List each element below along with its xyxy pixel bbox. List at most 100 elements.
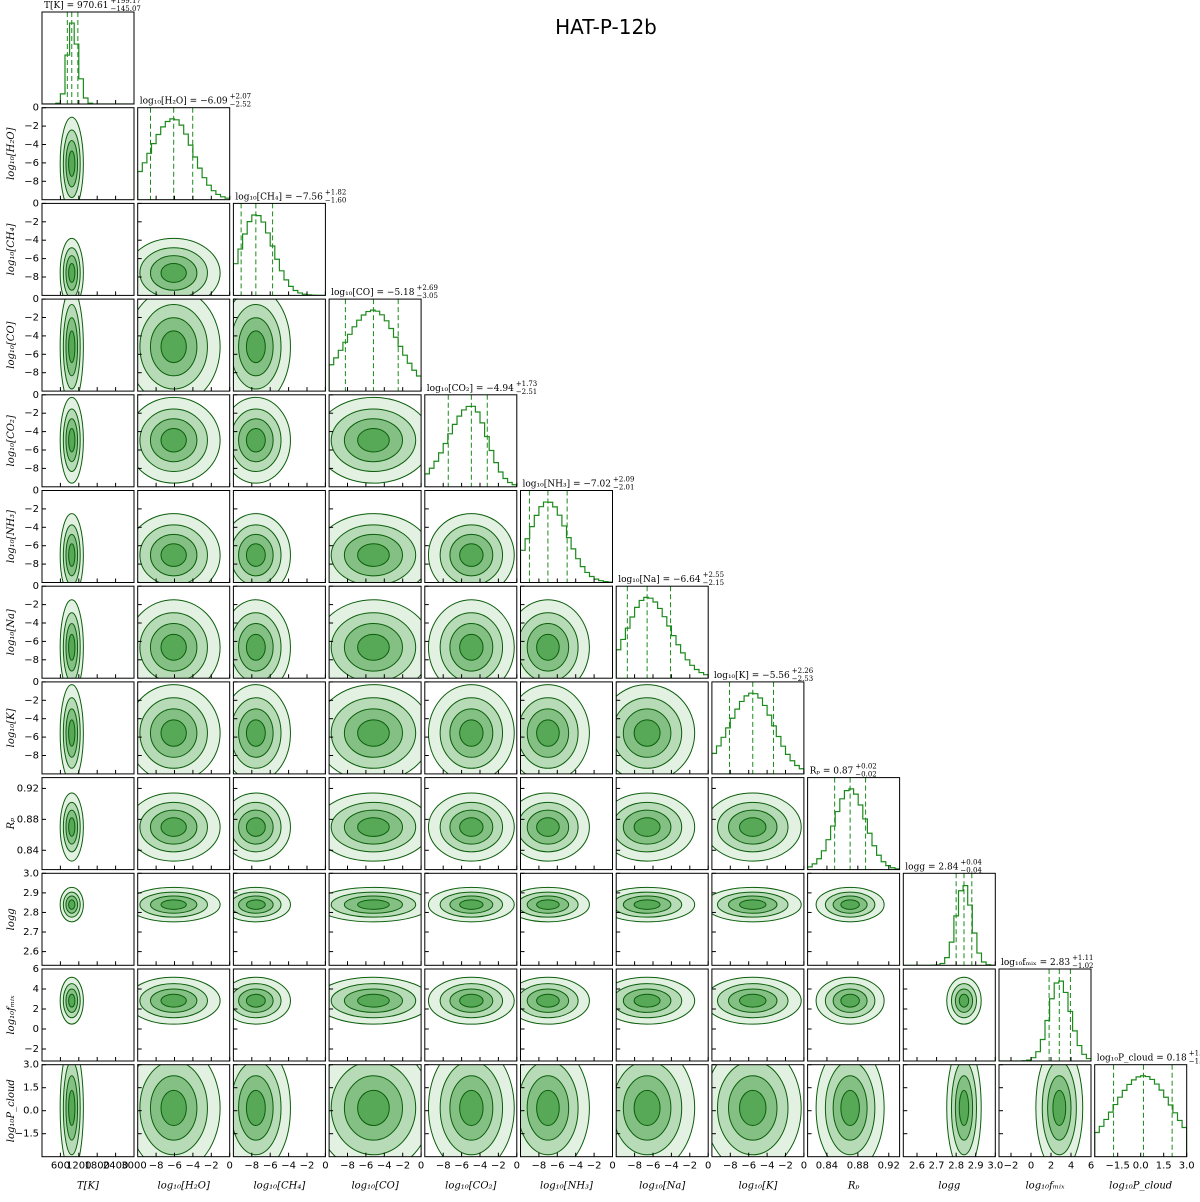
y-tick-label: 2.6 — [23, 947, 39, 958]
density-panel — [41, 490, 135, 583]
histogram-panel — [232, 202, 326, 296]
density-level — [139, 1064, 208, 1156]
density-level — [65, 988, 79, 1013]
density-level — [68, 719, 76, 747]
panel-content — [329, 599, 422, 679]
density-panel — [520, 585, 613, 679]
density-level — [520, 1064, 590, 1157]
panel-content — [59, 792, 84, 862]
density-panel — [137, 777, 231, 871]
density-panel — [328, 585, 422, 679]
density-level — [139, 612, 208, 679]
y-tick-label: 0.92 — [17, 783, 39, 794]
density-panel — [41, 968, 135, 1062]
panel-frame — [232, 394, 326, 488]
density-level — [728, 1075, 778, 1141]
histogram — [616, 596, 709, 679]
density-panel — [520, 777, 613, 871]
density-level — [536, 817, 560, 837]
panel-content — [137, 513, 221, 583]
density-level — [520, 599, 590, 679]
density-level — [439, 612, 504, 679]
x-tick-label: −6 — [454, 1161, 469, 1172]
x-tick-label: −2 — [682, 1161, 697, 1172]
density-level — [526, 809, 570, 845]
panel-content — [815, 886, 885, 923]
x-tick-label: 1200 — [66, 1161, 91, 1172]
panel-content — [520, 792, 590, 862]
panel-content — [329, 396, 422, 484]
density-level — [245, 719, 266, 747]
x-tick-label: −4 — [377, 1161, 392, 1172]
y-tick-label: −2 — [24, 217, 39, 228]
panel-content — [616, 1064, 696, 1157]
density-panel — [232, 872, 326, 966]
density-level — [1052, 1089, 1067, 1127]
y-axis-label: log₁₀[K] — [6, 708, 17, 747]
density-level — [139, 697, 208, 769]
density-panel — [137, 681, 231, 775]
panel-content — [427, 886, 515, 923]
histogram-panel — [711, 681, 805, 775]
panel-frame — [41, 1064, 135, 1158]
density-level — [137, 1064, 221, 1157]
density-level — [139, 801, 208, 853]
panel-content — [427, 684, 515, 774]
x-tick-label: −2 — [1004, 1161, 1019, 1172]
y-axis-label: Rₚ — [6, 818, 17, 831]
density-level — [149, 1075, 198, 1141]
density-level — [160, 330, 187, 364]
density-level — [449, 533, 494, 577]
density-panel — [902, 1064, 996, 1158]
panel-frame — [41, 585, 135, 679]
panel-frame — [711, 872, 805, 966]
upper-bound-label: +2.26 — [792, 667, 814, 675]
upper-bound-label: +2.55 — [703, 571, 724, 579]
panel-frame — [615, 872, 709, 966]
panel-frame — [807, 968, 901, 1062]
x-tick-label: −1.5 — [1106, 1161, 1130, 1172]
density-level — [330, 801, 417, 853]
panel-content — [233, 396, 291, 484]
panel-content — [427, 976, 515, 1025]
panel-frame — [711, 681, 805, 775]
panel-frame — [137, 872, 231, 966]
panel-frame — [328, 490, 422, 583]
panel-frame — [615, 777, 709, 871]
density-level — [616, 684, 696, 774]
density-level — [68, 150, 76, 177]
density-level — [329, 396, 422, 484]
density-panel — [711, 1064, 805, 1158]
panel-frame — [424, 490, 518, 583]
x-axis-label: log₁₀[CO₂] — [445, 1181, 496, 1192]
density-level — [459, 719, 484, 747]
x-tick-label: −8 — [532, 1161, 547, 1172]
density-panel — [807, 968, 901, 1062]
density-level — [449, 1075, 494, 1141]
x-tick-label: −8 — [244, 1161, 259, 1172]
panel-frame — [137, 585, 231, 679]
y-tick-label: −2 — [24, 313, 39, 324]
density-level — [622, 895, 672, 914]
density-level — [233, 886, 291, 923]
density-level — [536, 899, 560, 910]
y-tick-label: 3.0 — [23, 868, 39, 879]
density-level — [439, 1064, 504, 1156]
density-level — [238, 895, 274, 914]
y-tick-label: 6 — [33, 964, 39, 975]
panel-frame — [807, 777, 901, 871]
panel-frame — [520, 681, 613, 775]
density-level — [160, 543, 187, 567]
x-axis-label: T[K] — [77, 1181, 99, 1192]
histogram — [42, 22, 134, 104]
density-level — [427, 792, 515, 862]
y-tick-label: 0.0 — [23, 1106, 39, 1117]
density-level — [622, 708, 672, 758]
histogram — [137, 118, 230, 200]
panel-content — [424, 394, 517, 487]
density-level — [245, 330, 266, 364]
panel-content — [329, 976, 422, 1025]
panel-frame — [615, 681, 709, 775]
panel-content — [711, 792, 802, 862]
density-level — [343, 708, 403, 758]
